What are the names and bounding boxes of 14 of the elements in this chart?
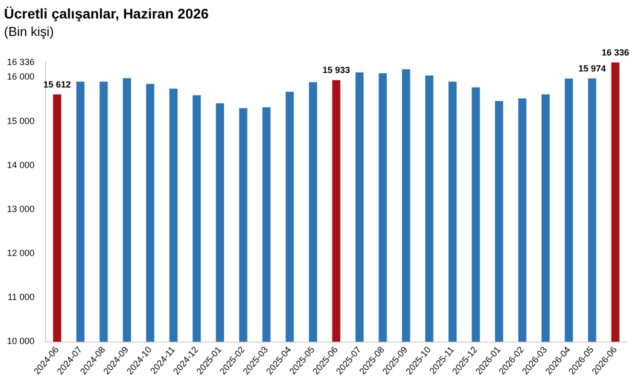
y-tick-label: 14 000 — [6, 160, 35, 170]
data-label: 15 612 — [43, 79, 71, 90]
y-tick-label: 15 000 — [6, 116, 35, 126]
y-tick-label: 10 000 — [6, 336, 35, 346]
chart-subtitle: (Bin kişi) — [4, 24, 54, 40]
y-tick-label: 16 000 — [6, 72, 35, 82]
y-tick-label: 12 000 — [6, 248, 35, 258]
y-tick-label: 16 336 — [6, 56, 35, 67]
y-tick-label: 11 000 — [8, 292, 35, 302]
data-label: 15 974 — [578, 63, 606, 74]
chart-title: Ücretli çalışanlar, Haziran 2026 — [4, 5, 209, 22]
data-label: 16 336 — [602, 47, 630, 58]
data-label: 15 933 — [322, 65, 350, 76]
y-tick-label: 13 000 — [6, 204, 35, 214]
